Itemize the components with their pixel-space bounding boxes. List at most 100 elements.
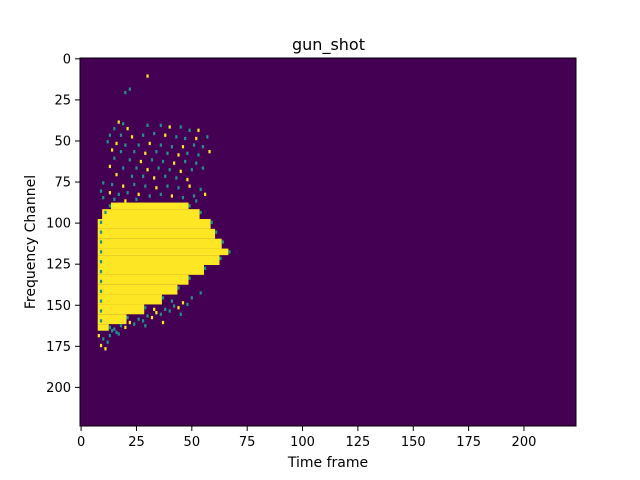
heatmap-cell-58	[190, 168, 193, 172]
heatmap-cell-35	[133, 150, 136, 154]
heatmap-cell-97	[108, 334, 111, 338]
chart-title: gun_shot	[292, 35, 365, 55]
heatmap-fringe-16	[215, 230, 218, 234]
heatmap-fringe-6	[99, 260, 103, 264]
heatmap-fringe-8	[99, 279, 103, 284]
y-axis: 0 25 50 75 100 125 150 175 200	[46, 52, 80, 396]
heatmap-fringe-26	[108, 325, 111, 330]
heatmap-fringe-14	[199, 210, 202, 215]
heatmap-band-10	[97, 294, 162, 305]
x-tick-label-75: 75	[239, 435, 256, 450]
heatmap-cell-32	[201, 145, 204, 149]
heatmap-band-8	[97, 274, 189, 285]
heatmap-cell-50	[195, 161, 198, 165]
heatmap-cell-90	[124, 199, 127, 203]
heatmap-cell-23	[106, 140, 109, 144]
heatmap-cell-9	[168, 125, 171, 129]
heatmap-cell-53	[135, 166, 138, 170]
heatmap-cell-48	[173, 161, 176, 165]
heatmap-cell-88	[102, 196, 105, 200]
heatmap-cell-4	[122, 122, 125, 126]
heatmap-cell-77	[99, 189, 103, 193]
heatmap-cell-62	[142, 174, 145, 178]
heatmap-cell-85	[181, 196, 185, 200]
heatmap-fringe-9	[99, 289, 103, 293]
heatmap-cell-86	[192, 194, 196, 198]
heatmap-cell-40	[186, 151, 189, 155]
x-axis-label: Time frame	[287, 455, 368, 471]
heatmap-cell-79	[117, 192, 120, 196]
heatmap-cell-73	[166, 184, 169, 188]
heatmap-fringe-23	[161, 296, 165, 300]
heatmap-cell-55	[157, 166, 160, 170]
heatmap-cell-43	[113, 156, 116, 160]
heatmap-cell-2	[124, 90, 127, 95]
heatmap-cell-13	[108, 133, 111, 137]
heatmap-cell-108	[181, 301, 185, 305]
heatmap-cell-111	[124, 325, 127, 330]
heatmap-cell-26	[137, 143, 140, 147]
heatmap-fringe-17	[221, 240, 224, 244]
heatmap-cell-51	[108, 164, 111, 169]
y-axis-label: Frequency Channel	[23, 175, 39, 309]
x-axis: 0 25 50 75 100 125 150 175 200	[77, 426, 536, 450]
heatmap-band-6	[97, 255, 220, 265]
heatmap-cell-18	[164, 133, 167, 137]
heatmap-cell-94	[102, 337, 105, 341]
heatmap-cell-110	[199, 291, 202, 295]
heatmap-cell-104	[146, 314, 149, 318]
heatmap-cell-121	[170, 299, 173, 303]
heatmap-cell-46	[150, 158, 154, 162]
heatmap-cell-8	[159, 123, 162, 127]
heatmap-cell-98	[115, 330, 118, 334]
heatmap-cell-39	[177, 153, 180, 157]
heatmap-cell-74	[177, 186, 180, 190]
heatmap-cell-41	[197, 153, 200, 157]
x-tick-label-50: 50	[184, 435, 201, 450]
heatmap-cell-30	[181, 145, 185, 149]
heatmap-fringe-10	[99, 299, 103, 303]
heatmap-cell-119	[113, 327, 116, 331]
heatmap-cell-118	[186, 302, 189, 307]
heatmap-cell-95	[106, 340, 109, 344]
heatmap-cell-61	[130, 174, 134, 178]
heatmap-cell-84	[170, 194, 173, 198]
heatmap-band-7	[97, 265, 204, 275]
y-tick-label-0: 0	[63, 52, 71, 67]
heatmap-fringe-2	[99, 220, 103, 224]
x-tick-label-150: 150	[401, 435, 426, 450]
heatmap-cell-92	[195, 199, 198, 203]
heatmap-cell-16	[142, 133, 145, 137]
heatmap-cell-106	[164, 307, 167, 311]
heatmap-cell-69	[122, 184, 125, 188]
y-tick-label-200: 200	[46, 381, 71, 396]
heatmap-cell-105	[155, 311, 158, 315]
heatmap-band-13	[97, 324, 109, 331]
heatmap-band-3	[97, 228, 216, 239]
heatmap-cell-76	[199, 187, 202, 192]
heatmap-cell-70	[133, 182, 136, 187]
heatmap-cell-59	[201, 166, 204, 170]
heatmap-cell-14	[119, 133, 123, 137]
heatmap-cell-116	[168, 309, 171, 313]
heatmap-cell-109	[190, 296, 193, 300]
heatmap-cell-125	[117, 332, 120, 336]
heatmap-cell-25	[124, 143, 127, 147]
heatmap-cell-37	[155, 150, 158, 154]
plot-area	[79, 57, 577, 427]
heatmap-band-9	[97, 284, 178, 295]
heatmap-fringe-15	[210, 220, 213, 224]
heatmap-cell-81	[137, 192, 140, 196]
heatmap-fringe-21	[188, 276, 191, 280]
heatmap-cell-102	[128, 320, 131, 325]
heatmap-cell-78	[108, 191, 111, 195]
heatmap-cell-38	[166, 151, 169, 155]
heatmap-marks	[97, 74, 231, 351]
heatmap-cell-5	[113, 127, 116, 131]
heatmap-band-1	[102, 209, 200, 219]
heatmap-cell-42	[208, 150, 211, 154]
heatmap-cell-19	[175, 135, 178, 139]
heatmap-cell-52	[122, 166, 125, 170]
heatmap-cell-21	[195, 136, 198, 141]
heatmap-cell-114	[150, 315, 154, 320]
